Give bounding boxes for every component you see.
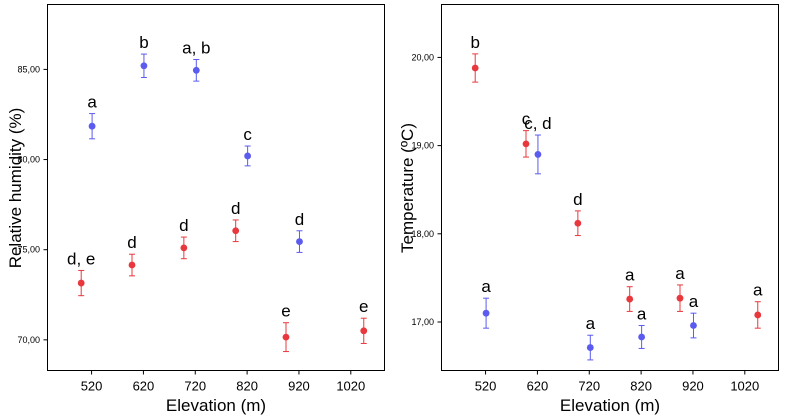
left-x-tick-label: 620 [133,379,155,394]
data-point [244,152,252,160]
left-x-tick-label: 920 [288,379,310,394]
left-blue-marker [88,113,96,140]
data-point [471,64,479,72]
right-blue-marker [482,297,490,329]
right-blue-marker [690,312,697,339]
right-x-axis-title: Elevation (m) [560,396,660,415]
left-significance-letter: d [295,210,304,229]
right-significance-letter: b [470,33,479,52]
data-point [77,279,85,287]
left-red-marker [360,317,368,344]
right-plot-frame [441,4,779,371]
right-significance-letter: a [689,292,699,311]
left-blue-marker [296,230,303,253]
data-point [626,295,634,303]
right-significance-letter: a [753,281,763,300]
right-blue-marker [638,325,646,349]
data-point [586,344,594,351]
right-red-marker [626,286,634,312]
right-significance-letter: a [625,266,635,285]
data-point [140,62,148,70]
left-y-tick-label: 70,00 [17,335,40,345]
left-significance-letter: d [127,233,136,252]
left-significance-letter: a [87,93,97,112]
left-x-tick-label: 520 [81,379,103,394]
left-significance-letter: e [281,302,290,321]
right-significance-letter: a [675,264,685,283]
data-point [360,327,368,335]
right-x-tick-label: 620 [527,379,549,394]
right-significance-letter: c [522,110,531,129]
left-y-tick-label: 75,00 [17,245,40,255]
data-point [192,66,200,74]
data-point [180,244,188,252]
right-blue-marker [534,134,542,175]
right-significance-letter: a [586,314,596,333]
left-red-marker [128,253,136,277]
data-point [534,151,542,158]
left-red-marker [232,219,240,243]
left-significance-letter: d [179,216,188,235]
right-y-tick-label: 17,00 [411,317,434,327]
left-red-marker [282,322,290,353]
right-significance-letter: d [573,190,582,209]
data-point [232,227,240,235]
right-red-marker [754,301,762,329]
data-point [88,122,96,130]
left-significance-letter: a, b [182,38,210,57]
data-point [296,238,303,245]
right-significance-letter: c, d [524,114,551,133]
left-significance-letter: d [231,199,240,218]
left-significance-letter: c [243,125,252,144]
right-red-marker [574,210,582,237]
left-x-axis-title: Elevation (m) [166,396,266,415]
data-point [574,219,582,227]
data-point [482,309,490,317]
data-point [754,311,762,319]
right-x-tick-label: 520 [475,379,497,394]
left-x-tick-label: 720 [184,379,206,394]
right-blue-marker [586,334,594,361]
data-point [282,333,290,341]
left-red-marker [77,269,85,297]
right-significance-letter: a [637,305,647,324]
right-red-marker [471,53,479,83]
right-red-marker [522,130,530,158]
right-y-axis-title: Temperature (ºC) [398,123,417,253]
right-x-tick-label: 720 [578,379,600,394]
right-y-tick-label: 18,00 [411,229,434,239]
left-significance-letter: e [359,297,368,316]
right-y-tick-label: 19,00 [411,141,434,151]
left-blue-marker [140,53,148,79]
right-x-tick-label: 1020 [730,379,759,394]
left-red-marker [180,236,188,260]
left-significance-letter: d, e [67,249,95,268]
data-point [690,322,697,329]
data-point [522,140,530,148]
left-x-tick-label: 820 [236,379,258,394]
data-point [638,333,646,341]
right-x-tick-label: 920 [682,379,704,394]
left-x-tick-label: 1020 [336,379,365,394]
data-point [128,261,136,269]
data-point [676,294,684,302]
right-y-tick-label: 20,00 [411,52,434,62]
right-red-marker [676,284,684,312]
left-blue-marker [192,58,200,82]
left-y-tick-label: 85,00 [17,64,40,74]
left-plot-frame [47,4,385,371]
right-significance-letter: a [481,277,491,296]
left-y-tick-label: 80,00 [17,155,40,165]
left-y-axis-title: Relative humidity (%) [6,108,25,269]
left-blue-marker [244,145,252,167]
left-significance-letter: b [139,33,148,52]
right-x-tick-label: 820 [630,379,652,394]
